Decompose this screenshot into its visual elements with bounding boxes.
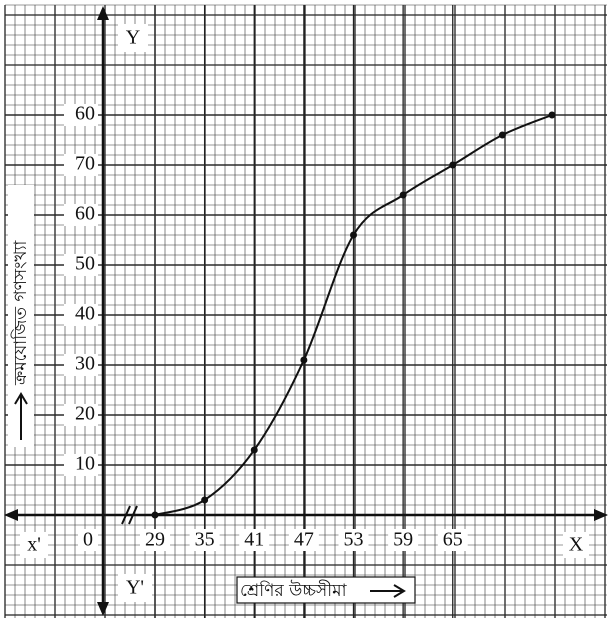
label-background xyxy=(437,529,468,551)
y-tick-label: 60 xyxy=(75,203,95,225)
y-tick-label: 10 xyxy=(75,453,95,475)
label-background xyxy=(118,574,152,602)
label-background xyxy=(64,354,98,376)
data-point xyxy=(201,496,209,504)
x-tick-label: 53 xyxy=(344,529,364,551)
ogive-line xyxy=(154,114,553,516)
origin-label: 0 xyxy=(83,529,93,551)
label-background xyxy=(388,529,419,551)
label-background xyxy=(64,204,98,226)
label-background xyxy=(239,529,270,551)
axis-name: x' xyxy=(27,534,41,556)
x-axis-title: শ্রেণির উচ্চসীমা xyxy=(240,580,348,601)
label-background xyxy=(64,154,98,176)
y-axis-title: ক্রমযোজিত গণসংখ্যা xyxy=(10,239,31,386)
label-background xyxy=(189,529,220,551)
label-background xyxy=(118,24,148,52)
plot: 10 20 30 40 50 60 70 60 29 35 41 47 53 59 65 0 x' X Y Y' শ্র… xyxy=(4,5,608,618)
label-background xyxy=(78,529,98,551)
label-background xyxy=(288,529,319,551)
axis-name: Y xyxy=(126,27,140,49)
xlabel-arrow xyxy=(370,584,406,598)
label-background xyxy=(64,104,98,126)
label-background xyxy=(64,404,98,426)
label-background xyxy=(64,454,98,476)
label-background xyxy=(64,304,98,326)
label-background xyxy=(338,529,369,551)
axis-name: X xyxy=(569,534,584,556)
y-tick-label: 20 xyxy=(75,403,95,425)
axis-name: Y' xyxy=(126,577,144,599)
label-background xyxy=(64,254,98,276)
ylabel-arrow xyxy=(14,392,28,440)
data-point xyxy=(498,131,506,139)
x-tick-label: 47 xyxy=(294,529,314,551)
data-point xyxy=(250,446,258,454)
data-point xyxy=(350,231,357,239)
data-point xyxy=(548,111,556,119)
x-tick-label: 29 xyxy=(145,529,165,551)
label-background xyxy=(20,532,48,558)
y-tick-label: 40 xyxy=(75,303,95,325)
axis-break xyxy=(121,505,138,525)
data-point xyxy=(449,161,457,169)
x-tick-label: 65 xyxy=(443,529,463,551)
data-point xyxy=(151,511,159,519)
x-tick-label: 35 xyxy=(195,529,215,551)
label-background xyxy=(563,532,589,558)
y-tick-label: 70 xyxy=(75,153,95,175)
data-point xyxy=(300,356,308,364)
x-tick-label: 59 xyxy=(393,529,413,551)
x-tick-label: 41 xyxy=(244,529,264,551)
data-point xyxy=(399,191,407,199)
y-tick-label: 50 xyxy=(75,253,95,275)
y-tick-label: 30 xyxy=(75,353,95,375)
y-tick-label: 60 xyxy=(75,103,95,125)
label-background xyxy=(140,529,170,551)
